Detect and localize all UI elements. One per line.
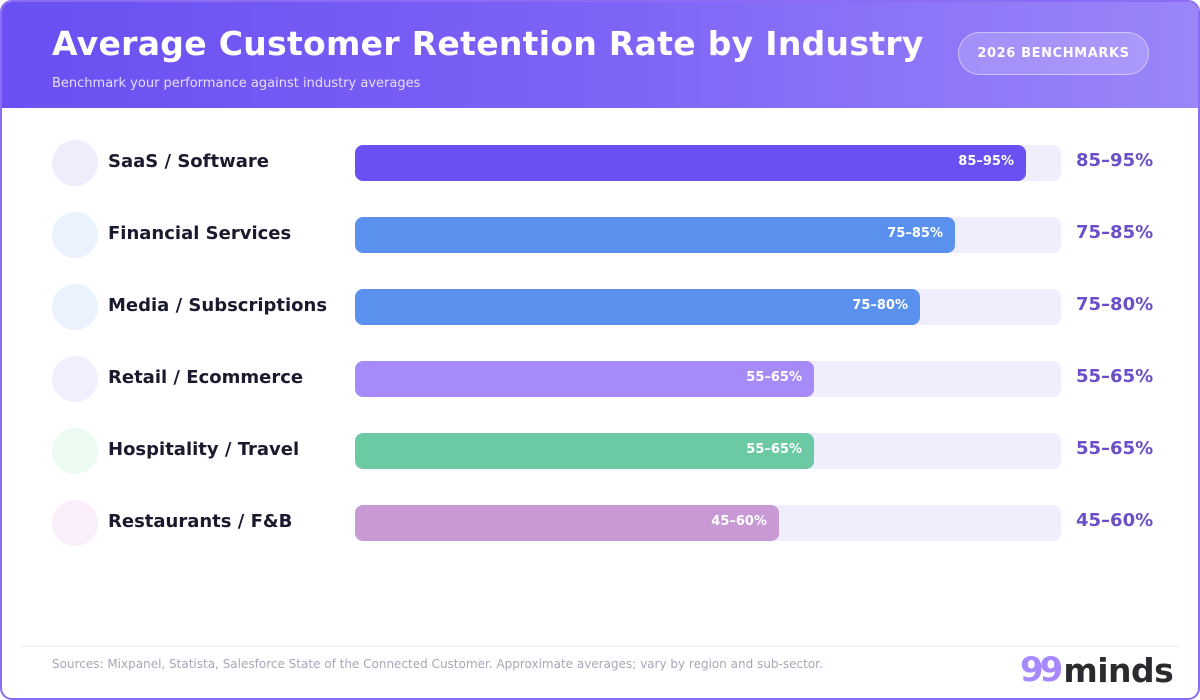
logo-text: minds (1063, 650, 1174, 690)
bar-track: 55–65% (355, 433, 1061, 469)
bar-data-label: 55–65% (746, 442, 802, 457)
industry-icon (52, 212, 98, 258)
bar-track: 85–95% (355, 145, 1061, 181)
industry-icon (52, 356, 98, 402)
value-label: 45–60% (1076, 510, 1154, 531)
industry-icon (52, 428, 98, 474)
bar-track: 75–80% (355, 289, 1061, 325)
bar: 55–65% (355, 433, 814, 469)
bar-data-label: 75–80% (852, 298, 908, 313)
footer-divider (22, 646, 1178, 647)
value-label: 75–85% (1076, 222, 1154, 243)
value-label: 55–65% (1076, 438, 1154, 459)
bar-track: 75–85% (355, 217, 1061, 253)
chart-row: Media / Subscriptions 75–80% 75–80% (2, 272, 1198, 344)
bar-track: 45–60% (355, 505, 1061, 541)
chart-row: Restaurants / F&B 45–60% 45–60% (2, 488, 1198, 560)
value-label: 55–65% (1076, 366, 1154, 387)
value-label: 85–95% (1076, 150, 1154, 171)
benchmark-badge: 2026 BENCHMARKS (958, 32, 1149, 75)
category-label: Hospitality / Travel (108, 439, 300, 460)
source-note: Sources: Mixpanel, Statista, Salesforce … (52, 657, 823, 671)
bar-data-label: 75–85% (887, 226, 943, 241)
bar-track: 55–65% (355, 361, 1061, 397)
page-title: Average Customer Retention Rate by Indus… (52, 24, 924, 63)
category-label: Retail / Ecommerce (108, 367, 304, 388)
bar: 75–85% (355, 217, 955, 253)
bar-data-label: 45–60% (711, 514, 767, 529)
chart-row: Retail / Ecommerce 55–65% 55–65% (2, 344, 1198, 416)
header-banner: Average Customer Retention Rate by Indus… (2, 2, 1198, 108)
industry-icon (52, 500, 98, 546)
chart-row: Hospitality / Travel 55–65% 55–65% (2, 416, 1198, 488)
bar: 75–80% (355, 289, 920, 325)
bar: 85–95% (355, 145, 1026, 181)
category-label: SaaS / Software (108, 151, 269, 172)
logo-mark: 99 (1020, 650, 1063, 690)
category-label: Restaurants / F&B (108, 511, 293, 532)
bar: 45–60% (355, 505, 779, 541)
bar-data-label: 85–95% (958, 154, 1014, 169)
value-label: 75–80% (1076, 294, 1154, 315)
chart-row: SaaS / Software 85–95% 85–95% (2, 128, 1198, 200)
bar: 55–65% (355, 361, 814, 397)
industry-icon (52, 140, 98, 186)
brand-logo: 99 minds (1020, 648, 1174, 692)
category-label: Media / Subscriptions (108, 295, 328, 316)
category-label: Financial Services (108, 223, 292, 244)
chart-row: Financial Services 75–85% 75–85% (2, 200, 1198, 272)
bar-data-label: 55–65% (746, 370, 802, 385)
industry-icon (52, 284, 98, 330)
page-subtitle: Benchmark your performance against indus… (52, 76, 421, 91)
